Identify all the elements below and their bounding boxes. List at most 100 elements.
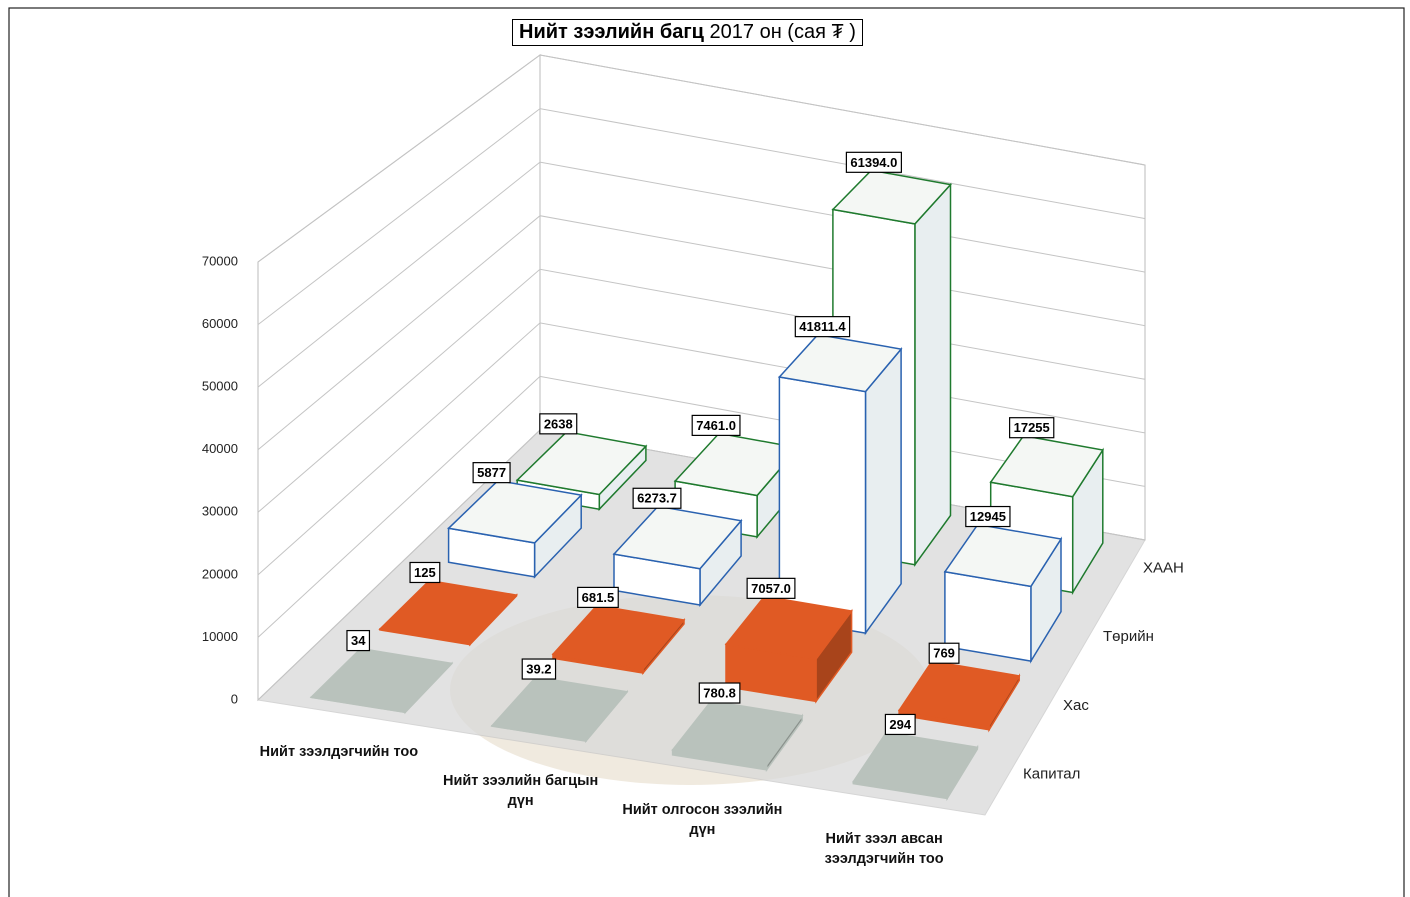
bar-top: [309, 647, 454, 714]
bar-top: [551, 604, 686, 670]
value-label-text: 2638: [544, 416, 573, 431]
bar: [897, 660, 1021, 733]
value-label: 5877: [472, 462, 511, 484]
y-tick-label: 10000: [202, 629, 238, 644]
legend-label: Төрийн: [1103, 628, 1154, 645]
x-tick-label: Нийт зээл авсан зээлдэгчийн тоо: [824, 830, 944, 867]
y-tick-label: 20000: [202, 566, 238, 581]
value-label-text: 6273.7: [637, 491, 677, 506]
bar-side: [914, 182, 952, 568]
value-label-box: [746, 577, 796, 599]
bar-top: [943, 523, 1063, 588]
value-label-box: [577, 586, 619, 609]
y-tick-label: 50000: [202, 379, 238, 394]
bar: [724, 595, 853, 704]
legend-label: ХААН: [1143, 559, 1184, 576]
frame: [8, 7, 1405, 897]
grid-line: [257, 108, 1146, 325]
value-label-text: 39.2: [526, 661, 551, 676]
value-label-box: [346, 629, 371, 652]
title-box: Нийт зээлийн багц 2017 он (сая ₮ ): [512, 19, 863, 46]
value-label: 7461.0: [691, 414, 741, 436]
value-label-box: [794, 316, 851, 338]
bar-top: [989, 434, 1105, 498]
value-label: 39.2: [521, 658, 557, 680]
value-label-box: [691, 414, 741, 436]
value-label: 681.5: [577, 586, 619, 609]
value-label-text: 7057.0: [751, 581, 791, 596]
bar: [447, 479, 583, 579]
bar-top: [378, 579, 519, 645]
value-label: 125: [409, 561, 441, 584]
grid-line: [257, 161, 1146, 388]
bar: [777, 333, 903, 636]
x-tick-label: Нийт олгосон зээлийн дүн: [622, 801, 783, 838]
value-label-box: [884, 713, 916, 736]
bar: [671, 700, 804, 773]
value-label-box: [845, 151, 902, 173]
value-label: 6273.7: [632, 487, 682, 509]
bar-top: [897, 660, 1021, 727]
bar: [612, 505, 743, 608]
value-label: 2638: [539, 413, 578, 435]
y-tick-label: 40000: [202, 441, 238, 456]
value-label-box: [1009, 417, 1055, 439]
value-label: 17255: [1009, 417, 1055, 439]
value-label: 41811.4: [794, 316, 851, 338]
value-label: 34: [346, 629, 371, 652]
bar-top: [831, 169, 952, 225]
value-label: 61394.0: [845, 151, 902, 173]
value-label: 769: [928, 642, 960, 664]
y-tick-label: 60000: [202, 316, 238, 331]
value-label-box: [698, 682, 741, 704]
bar-top: [447, 479, 583, 544]
value-label-text: 294: [889, 717, 911, 732]
value-label-text: 41811.4: [799, 319, 846, 334]
value-label-text: 769: [933, 646, 955, 661]
bar: [309, 647, 454, 715]
bar: [378, 579, 519, 647]
x-tick-label: Нийт зээлийн багцын дүн: [443, 773, 599, 810]
legend-label: Хас: [1063, 697, 1089, 714]
bar-top: [671, 700, 804, 766]
value-label-box: [521, 658, 557, 680]
value-label-box: [409, 561, 441, 584]
chart-title: Нийт зээлийн багц: [519, 21, 704, 43]
bar-top: [777, 333, 903, 393]
y-tick-label: 0: [231, 691, 238, 706]
grid-line: [257, 215, 1146, 451]
bar-top: [490, 676, 629, 742]
bar: [852, 731, 979, 802]
value-label-text: 681.5: [582, 590, 615, 605]
value-label-text: 7461.0: [696, 418, 736, 433]
value-label-text: 5877: [477, 465, 506, 480]
bar: [551, 604, 686, 676]
y-tick-label: 70000: [202, 253, 238, 268]
bar: [490, 676, 629, 744]
value-label-text: 12945: [970, 509, 1006, 524]
bar-top: [515, 430, 648, 496]
bar-top: [724, 595, 853, 660]
grid-line: [257, 54, 1146, 263]
value-label-box: [928, 642, 960, 664]
value-label-box: [472, 462, 511, 484]
value-label-text: 780.8: [703, 685, 736, 700]
value-label-box: [965, 505, 1011, 528]
bar-top: [612, 505, 743, 570]
legend-label: Капитал: [1023, 766, 1080, 783]
value-label: 12945: [965, 505, 1011, 528]
value-label: 294: [884, 713, 916, 736]
y-tick-label: 30000: [202, 504, 238, 519]
chart-subtitle: 2017 он (сая ₮ ): [709, 21, 856, 43]
value-label-box: [632, 487, 682, 509]
bar-top: [852, 731, 979, 798]
plot: 0 10000 20000 30000 40000 50000 60000 70000 Капи…: [202, 54, 1184, 816]
bar-side: [864, 347, 902, 636]
value-label-text: 17255: [1014, 420, 1050, 435]
value-label: 7057.0: [746, 577, 796, 599]
value-label-text: 125: [414, 565, 436, 580]
value-label-text: 61394.0: [850, 155, 897, 170]
value-label-box: [539, 413, 578, 435]
